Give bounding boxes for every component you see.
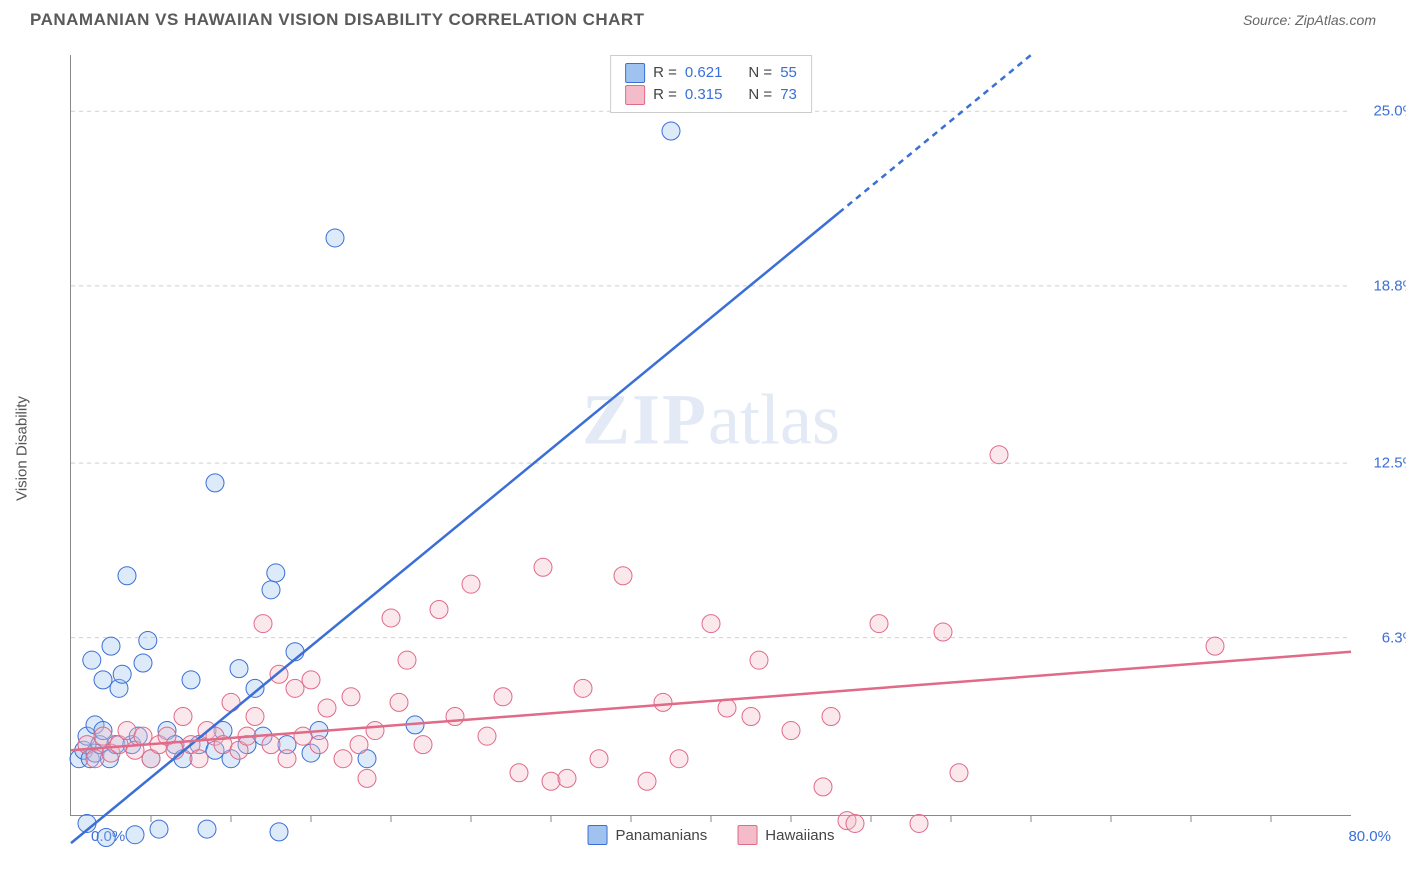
legend-row: R = 0.621 N = 55: [625, 62, 797, 84]
trend-line-extrapolated: [839, 55, 1031, 213]
legend-item: Panamanians: [588, 825, 708, 845]
source-attribution: Source: ZipAtlas.com: [1243, 12, 1376, 28]
y-axis-label: Vision Disability: [14, 396, 31, 501]
legend-swatch: [737, 825, 757, 845]
legend-n-value: 55: [780, 62, 797, 84]
legend-r-label: R =: [653, 62, 677, 84]
trend-lines-layer: [71, 55, 1351, 815]
legend-swatch: [625, 85, 645, 105]
correlation-chart: Vision Disability R = 0.621 N = 55 R = 0…: [50, 45, 1370, 835]
legend-n-label: N =: [748, 62, 772, 84]
y-tick-label: 18.8%: [1373, 277, 1406, 294]
legend-r-value: 0.621: [685, 62, 723, 84]
trend-line: [71, 213, 839, 844]
data-point: [270, 823, 288, 841]
series-legend: Panamanians Hawaiians: [588, 825, 835, 845]
plot-area: R = 0.621 N = 55 R = 0.315 N = 73 ZIPatl…: [70, 55, 1351, 816]
legend-n-value: 73: [780, 84, 797, 106]
data-point: [198, 820, 216, 838]
legend-item: Hawaiians: [737, 825, 834, 845]
y-tick-label: 25.0%: [1373, 103, 1406, 120]
legend-row: R = 0.315 N = 73: [625, 84, 797, 106]
data-point: [126, 826, 144, 844]
legend-series-label: Hawaiians: [765, 827, 834, 844]
x-max-label: 80.0%: [1348, 828, 1391, 845]
legend-r-value: 0.315: [685, 84, 723, 106]
correlation-legend: R = 0.621 N = 55 R = 0.315 N = 73: [610, 55, 812, 113]
data-point: [150, 820, 168, 838]
trend-line: [71, 652, 1351, 751]
legend-series-label: Panamanians: [616, 827, 708, 844]
data-point: [846, 814, 864, 832]
legend-swatch: [625, 63, 645, 83]
y-tick-label: 12.5%: [1373, 455, 1406, 472]
legend-swatch: [588, 825, 608, 845]
legend-r-label: R =: [653, 84, 677, 106]
legend-n-label: N =: [748, 84, 772, 106]
data-point: [910, 814, 928, 832]
y-tick-label: 6.3%: [1382, 629, 1406, 646]
data-point: [97, 829, 115, 847]
page-title: PANAMANIAN VS HAWAIIAN VISION DISABILITY…: [30, 10, 645, 30]
